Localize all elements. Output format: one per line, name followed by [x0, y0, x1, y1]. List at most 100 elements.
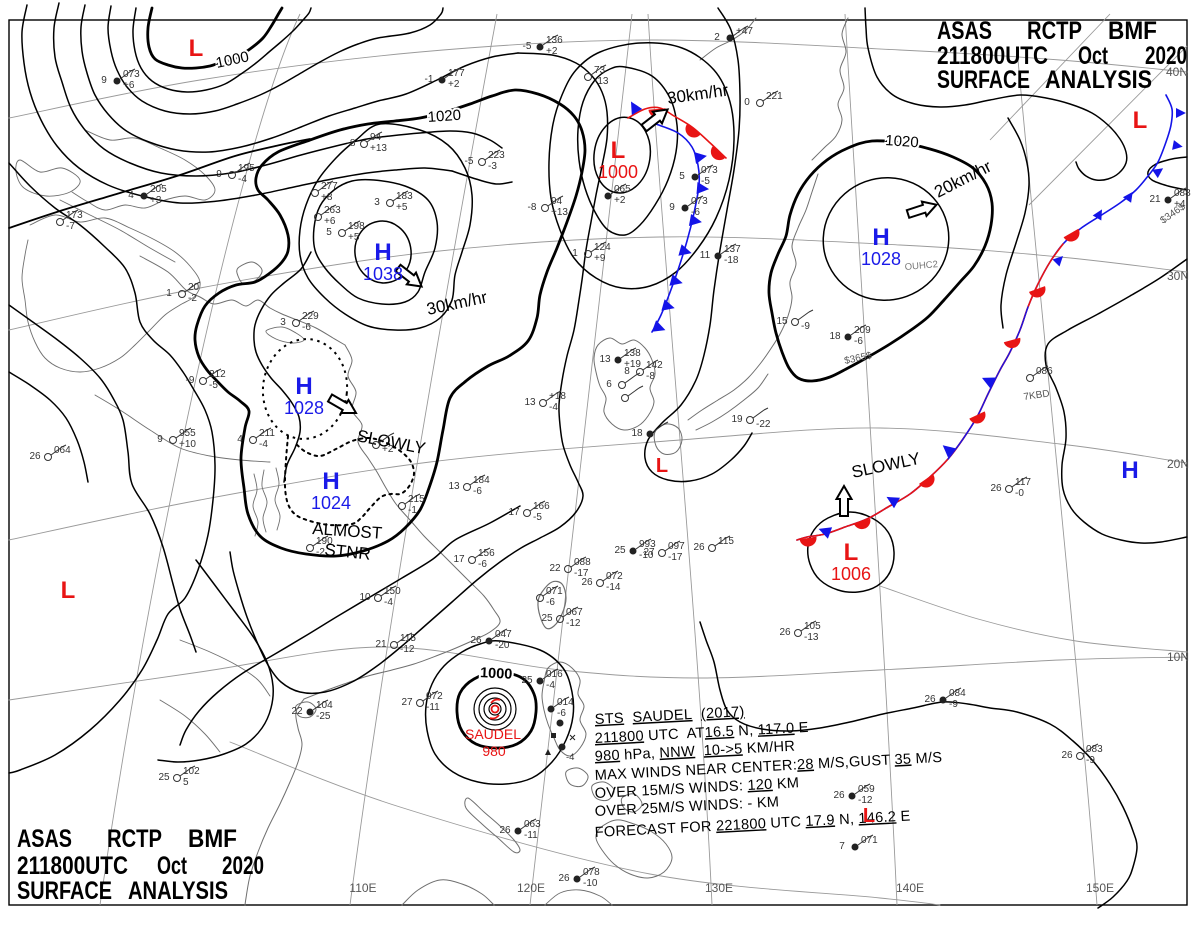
- svg-text:140E: 140E: [896, 881, 924, 895]
- svg-text:1020: 1020: [427, 107, 461, 126]
- svg-text:26: 26: [558, 873, 570, 884]
- svg-text:115: 115: [400, 633, 416, 644]
- svg-text:-0: -0: [1015, 488, 1024, 499]
- svg-text:-13: -13: [594, 76, 609, 87]
- svg-text:047: 047: [495, 629, 512, 640]
- svg-text:6: 6: [606, 379, 612, 390]
- svg-text:072: 072: [426, 691, 443, 702]
- svg-text:BMF: BMF: [188, 825, 237, 853]
- svg-text:-6: -6: [854, 336, 863, 347]
- svg-text:221: 221: [766, 91, 783, 102]
- svg-text:1006: 1006: [831, 564, 871, 584]
- svg-text:115: 115: [718, 536, 734, 547]
- svg-text:4: 4: [237, 434, 243, 445]
- svg-text:RCTP: RCTP: [1027, 17, 1082, 45]
- svg-text:955: 955: [179, 428, 196, 439]
- svg-text:+2: +2: [546, 46, 558, 57]
- svg-text:25: 25: [521, 675, 533, 686]
- svg-text:150: 150: [384, 586, 401, 597]
- svg-text:+6: +6: [324, 216, 336, 227]
- svg-text:0: 0: [744, 97, 750, 108]
- svg-text:993: 993: [639, 539, 656, 550]
- svg-text:1000: 1000: [598, 162, 638, 182]
- svg-text:26: 26: [470, 635, 482, 646]
- svg-text:-4: -4: [238, 174, 247, 185]
- svg-text:18: 18: [829, 331, 841, 342]
- svg-text:-10: -10: [639, 550, 654, 561]
- svg-text:088: 088: [1174, 188, 1191, 199]
- svg-text:73: 73: [594, 65, 606, 76]
- svg-text:22: 22: [291, 706, 303, 717]
- svg-text:-5: -5: [209, 380, 218, 391]
- svg-text:L: L: [61, 577, 76, 604]
- svg-text:26: 26: [693, 542, 705, 553]
- svg-text:-6: -6: [546, 597, 555, 608]
- svg-text:2020: 2020: [222, 852, 264, 880]
- svg-text:088: 088: [574, 557, 591, 568]
- svg-text:137: 137: [724, 244, 741, 255]
- svg-text:-2: -2: [316, 547, 325, 558]
- svg-text:26: 26: [833, 790, 845, 801]
- svg-text:-22: -22: [756, 419, 771, 430]
- svg-text:ALMOST: ALMOST: [312, 519, 383, 543]
- svg-text:22: 22: [549, 563, 561, 574]
- svg-text:071: 071: [546, 586, 563, 597]
- svg-text:25: 25: [614, 545, 626, 556]
- svg-text:L: L: [844, 539, 859, 566]
- svg-text:102: 102: [183, 766, 200, 777]
- svg-text:27: 27: [643, 547, 655, 558]
- svg-text:-17: -17: [574, 568, 589, 579]
- svg-text:H: H: [1121, 457, 1138, 484]
- svg-text:-6: -6: [557, 708, 566, 719]
- svg-text:H: H: [872, 224, 889, 251]
- svg-text:-12: -12: [566, 618, 581, 629]
- svg-text:065: 065: [614, 184, 631, 195]
- svg-text:-11: -11: [524, 830, 538, 841]
- svg-text:+9: +9: [594, 253, 606, 264]
- svg-text:ASAS: ASAS: [937, 17, 992, 45]
- svg-text:142: 142: [646, 360, 663, 371]
- svg-text:150E: 150E: [1086, 881, 1114, 895]
- svg-text:071: 071: [861, 835, 878, 846]
- svg-text:+5: +5: [396, 202, 408, 213]
- svg-text:26: 26: [1061, 750, 1073, 761]
- svg-text:+13: +13: [370, 143, 387, 154]
- svg-text:L: L: [863, 805, 875, 827]
- svg-text:RCTP: RCTP: [107, 825, 162, 853]
- svg-text:211800UTC: 211800UTC: [937, 42, 1048, 70]
- svg-text:110E: 110E: [349, 881, 376, 895]
- svg-text:-25: -25: [316, 711, 331, 722]
- svg-text:215: 215: [408, 494, 425, 505]
- svg-text:980: 980: [482, 743, 506, 759]
- svg-text:014: 014: [557, 697, 574, 708]
- svg-text:+2: +2: [448, 79, 460, 90]
- svg-text:Oct: Oct: [1078, 42, 1108, 70]
- svg-text:+8: +8: [321, 192, 333, 203]
- svg-text:7: 7: [839, 841, 845, 852]
- svg-text:064: 064: [54, 445, 71, 456]
- svg-text:229: 229: [302, 311, 319, 322]
- svg-text:11: 11: [700, 250, 711, 261]
- svg-text:-9: -9: [949, 699, 958, 710]
- svg-text:9: 9: [157, 434, 163, 445]
- svg-text:27: 27: [401, 697, 413, 708]
- svg-text:-12: -12: [400, 644, 415, 655]
- svg-text:26: 26: [499, 825, 511, 836]
- svg-text:7KBD: 7KBD: [1023, 388, 1050, 403]
- svg-text:212: 212: [209, 369, 226, 380]
- svg-text:-1: -1: [408, 505, 417, 516]
- svg-text:94: 94: [370, 132, 382, 143]
- svg-text:097: 097: [668, 541, 685, 552]
- svg-text:20N: 20N: [1167, 457, 1189, 471]
- svg-text:-4: -4: [384, 597, 393, 608]
- svg-text:3: 3: [374, 197, 380, 208]
- svg-text:209: 209: [854, 325, 871, 336]
- svg-text:+13: +13: [551, 207, 568, 218]
- svg-text:26: 26: [581, 577, 593, 588]
- svg-text:21: 21: [1149, 194, 1161, 205]
- svg-text:1028: 1028: [284, 398, 324, 418]
- svg-text:-5: -5: [523, 41, 532, 52]
- svg-text:1028: 1028: [861, 249, 901, 269]
- svg-text:-1: -1: [425, 74, 434, 85]
- svg-text:059: 059: [858, 784, 875, 795]
